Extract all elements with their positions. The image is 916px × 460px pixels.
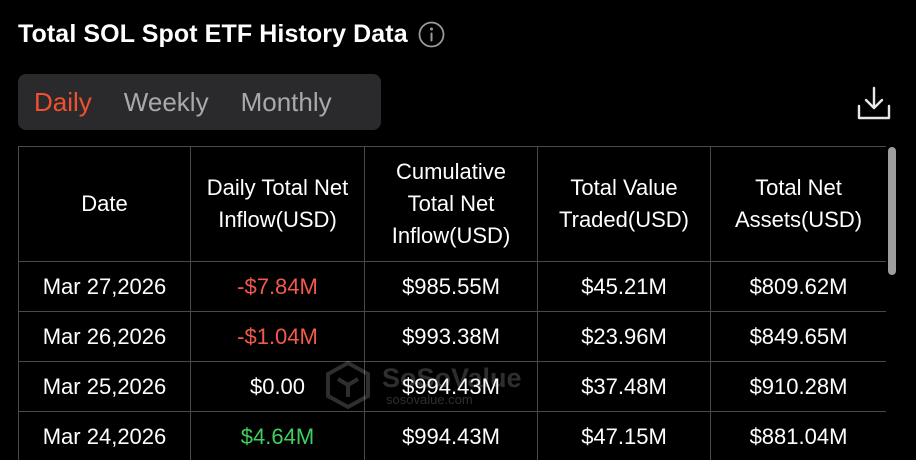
table-row: Mar 26,2026 -$1.04M $993.38M $23.96M $84… — [18, 311, 886, 362]
cell-total-value-traded: $23.96M — [537, 311, 711, 362]
cell-date: Mar 24,2026 — [18, 411, 191, 460]
cell-cumulative-net-inflow: $994.43M — [364, 361, 538, 412]
cell-cumulative-net-inflow: $985.55M — [364, 261, 538, 312]
column-header-cumulative-net-inflow: Cumulative Total Net Inflow(USD) — [364, 146, 538, 262]
cell-daily-net-inflow: $0.00 — [190, 361, 365, 412]
table-row: Mar 27,2026 -$7.84M $985.55M $45.21M $80… — [18, 261, 886, 312]
cell-daily-net-inflow: -$1.04M — [190, 311, 365, 362]
period-tabs: Daily Weekly Monthly — [18, 74, 381, 130]
cell-daily-net-inflow: -$7.84M — [190, 261, 365, 312]
page-title: Total SOL Spot ETF History Data — [18, 19, 408, 48]
cell-total-value-traded: $45.21M — [537, 261, 711, 312]
cell-date: Mar 27,2026 — [18, 261, 191, 312]
column-header-daily-net-inflow: Daily Total Net Inflow(USD) — [190, 146, 365, 262]
tab-daily[interactable]: Daily — [34, 86, 92, 117]
cell-cumulative-net-inflow: $993.38M — [364, 311, 538, 362]
table-row: Mar 25,2026 $0.00 $994.43M $37.48M $910.… — [18, 361, 886, 412]
column-header-total-net-assets: Total Net Assets(USD) — [710, 146, 886, 262]
vertical-scrollbar[interactable] — [888, 147, 896, 275]
history-table-container[interactable]: Date Daily Total Net Inflow(USD) Cumulat… — [18, 146, 886, 460]
cell-total-value-traded: $47.15M — [537, 411, 711, 460]
cell-cumulative-net-inflow: $994.43M — [364, 411, 538, 460]
table-row: Mar 24,2026 $4.64M $994.43M $47.15M $881… — [18, 411, 886, 460]
cell-total-net-assets: $910.28M — [710, 361, 886, 412]
table-header-row: Date Daily Total Net Inflow(USD) Cumulat… — [18, 146, 886, 262]
cell-total-net-assets: $809.62M — [710, 261, 886, 312]
cell-total-value-traded: $37.48M — [537, 361, 711, 412]
cell-date: Mar 25,2026 — [18, 361, 191, 412]
download-icon[interactable] — [855, 84, 893, 122]
column-header-date: Date — [18, 146, 191, 262]
cell-date: Mar 26,2026 — [18, 311, 191, 362]
tab-monthly[interactable]: Monthly — [240, 86, 332, 117]
cell-total-net-assets: $881.04M — [710, 411, 886, 460]
info-circle-icon[interactable] — [418, 21, 445, 48]
tab-weekly[interactable]: Weekly — [123, 86, 209, 117]
title-row: Total SOL Spot ETF History Data — [18, 16, 445, 52]
cell-daily-net-inflow: $4.64M — [190, 411, 365, 460]
history-table: Date Daily Total Net Inflow(USD) Cumulat… — [18, 146, 886, 460]
cell-total-net-assets: $849.65M — [710, 311, 886, 362]
column-header-total-value-traded: Total Value Traded(USD) — [537, 146, 711, 262]
